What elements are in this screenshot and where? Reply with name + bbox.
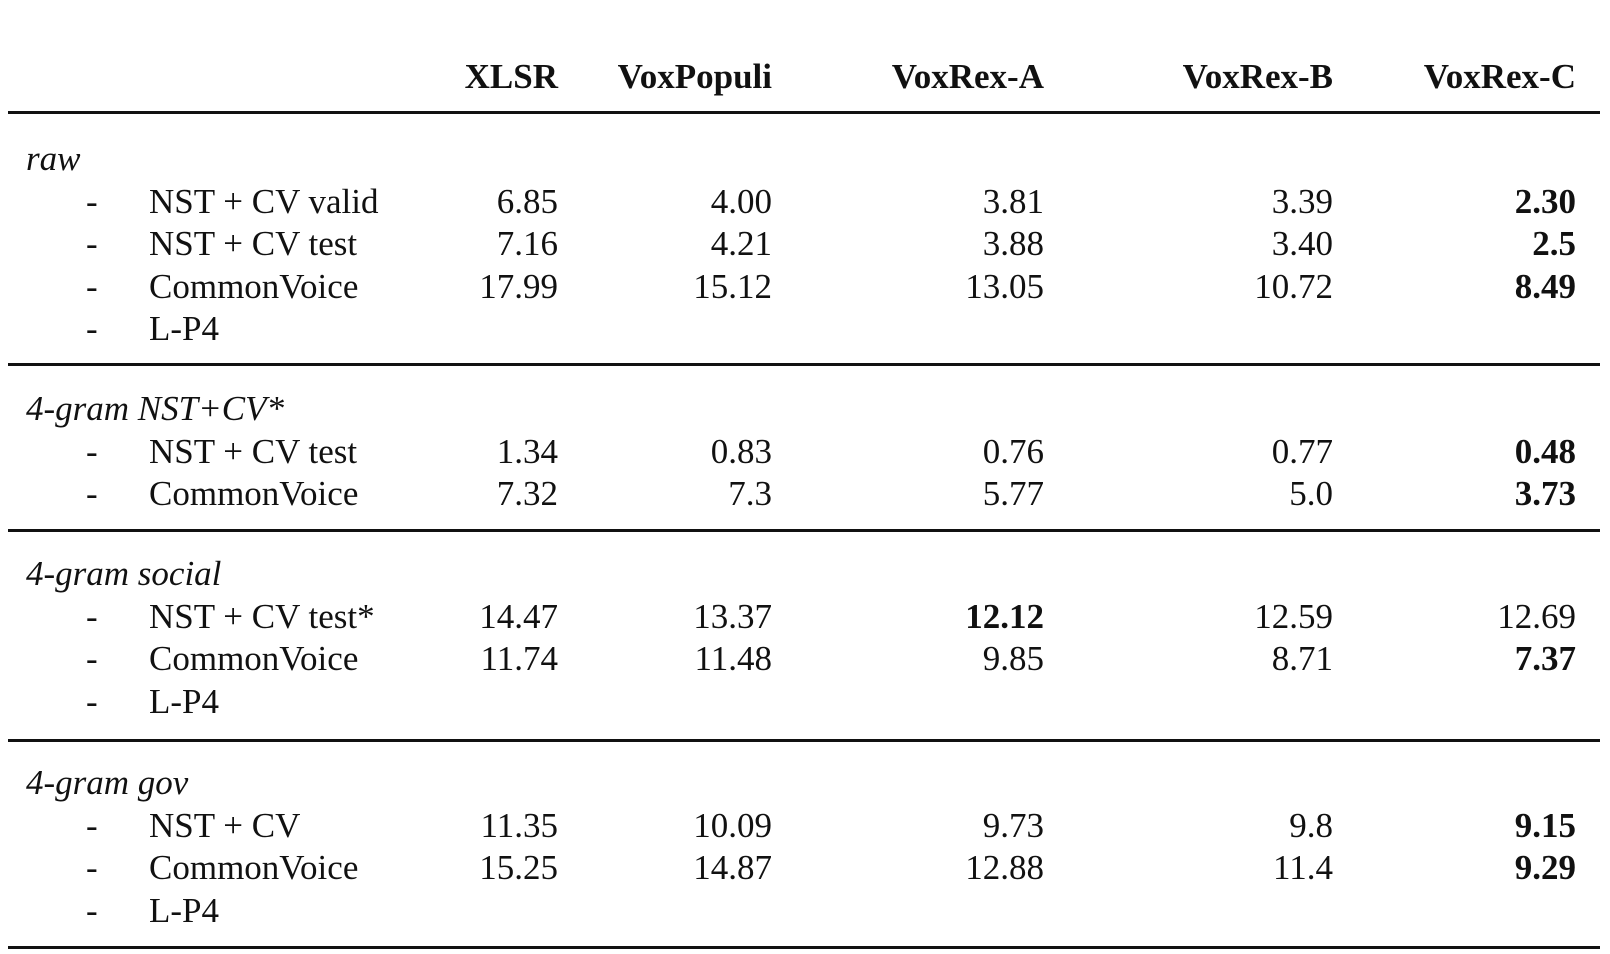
row-label: L-P4 [149, 309, 219, 349]
table-cell: 1.34 [496, 431, 558, 471]
table-cell: 7.32 [496, 474, 558, 514]
table-cell: 2.30 [1514, 181, 1576, 221]
row-bullet: - [86, 596, 98, 636]
column-header: VoxPopuli [617, 57, 772, 96]
group-title: raw [26, 139, 81, 178]
table-rule [8, 946, 1600, 949]
table-cell: 5.77 [982, 474, 1044, 514]
table-cell: 15.25 [479, 848, 558, 888]
row-bullet: - [86, 848, 98, 888]
table-cell: 9.8 [1289, 805, 1333, 845]
row-label: NST + CV test* [149, 596, 375, 636]
table-cell: 17.99 [479, 266, 558, 306]
table-cell: 0.77 [1271, 431, 1333, 471]
column-header: XLSR [464, 57, 558, 96]
row-bullet: - [86, 181, 98, 221]
table-cell: 0.48 [1514, 431, 1576, 471]
row-label: CommonVoice [149, 639, 359, 679]
group-title: 4-gram social [26, 554, 222, 593]
table-cell: 11.48 [694, 639, 772, 679]
table-cell: 14.47 [479, 596, 558, 636]
table-cell: 0.83 [710, 431, 772, 471]
table-cell: 5.0 [1289, 474, 1333, 514]
table-cell: 7.37 [1514, 639, 1576, 679]
table-rule [8, 111, 1600, 114]
table-cell: 12.59 [1254, 596, 1333, 636]
table-cell: 3.40 [1271, 224, 1333, 264]
row-bullet: - [86, 639, 98, 679]
row-label: NST + CV [149, 805, 301, 845]
table-cell: 0.76 [982, 431, 1044, 471]
table-cell: 12.88 [965, 848, 1044, 888]
table-cell: 13.37 [693, 596, 772, 636]
row-bullet: - [86, 890, 98, 930]
row-bullet: - [86, 431, 98, 471]
table-cell: 7.16 [496, 224, 558, 264]
row-bullet: - [86, 224, 98, 264]
column-header: VoxRex-B [1182, 57, 1333, 96]
table-cell: 6.85 [496, 181, 558, 221]
table-cell: 3.88 [982, 224, 1044, 264]
row-label: NST + CV valid [149, 181, 379, 221]
table-cell: 14.87 [693, 848, 772, 888]
table-cell: 12.69 [1497, 596, 1576, 636]
table-cell: 9.73 [982, 805, 1044, 845]
row-label: CommonVoice [149, 848, 359, 888]
column-header: VoxRex-C [1423, 57, 1576, 96]
table-cell: 13.05 [965, 266, 1044, 306]
table-cell: 10.09 [693, 805, 772, 845]
row-label: L-P4 [149, 681, 219, 721]
table-cell: 11.4 [1273, 848, 1333, 888]
row-label: NST + CV test [149, 224, 358, 264]
table-cell: 2.5 [1532, 224, 1576, 264]
table-cell: 15.12 [693, 266, 772, 306]
table-cell: 9.15 [1514, 805, 1576, 845]
row-label: NST + CV test [149, 431, 358, 471]
row-label: CommonVoice [149, 474, 359, 514]
table-cell: 4.00 [710, 181, 772, 221]
table-cell: 3.73 [1514, 474, 1576, 514]
group-title: 4-gram NST+CV* [26, 389, 284, 428]
table-cell: 11.35 [480, 805, 558, 845]
row-bullet: - [86, 681, 98, 721]
table-cell: 9.85 [982, 639, 1044, 679]
group-title: 4-gram gov [26, 763, 189, 802]
table-cell: 10.72 [1254, 266, 1333, 306]
table-cell: 7.3 [728, 474, 772, 514]
table-cell: 12.12 [965, 596, 1044, 636]
table-cell: 3.81 [982, 181, 1044, 221]
table-cell: 9.29 [1514, 848, 1576, 888]
table-cell: 8.49 [1514, 266, 1576, 306]
row-label: L-P4 [149, 890, 219, 930]
row-bullet: - [86, 474, 98, 514]
row-bullet: - [86, 309, 98, 349]
table-rule [8, 529, 1600, 532]
table-cell: 3.39 [1271, 181, 1333, 221]
table-rule [8, 739, 1600, 742]
row-bullet: - [86, 805, 98, 845]
row-bullet: - [86, 266, 98, 306]
row-label: CommonVoice [149, 266, 359, 306]
column-header: VoxRex-A [891, 57, 1044, 96]
table-cell: 11.74 [480, 639, 558, 679]
table-rule [8, 363, 1600, 366]
table-cell: 8.71 [1271, 639, 1333, 679]
table-cell: 4.21 [710, 224, 772, 264]
